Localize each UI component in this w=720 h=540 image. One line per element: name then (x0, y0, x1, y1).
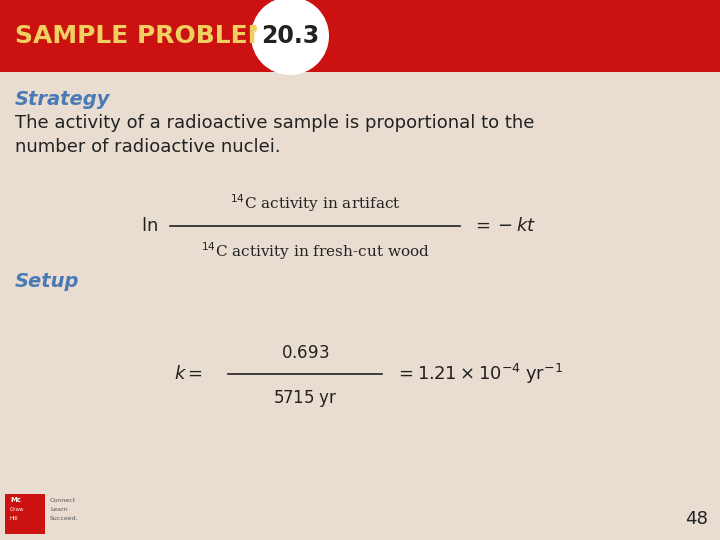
Text: $= 1.21 \times 10^{-4}\;\mathrm{yr}^{-1}$: $= 1.21 \times 10^{-4}\;\mathrm{yr}^{-1}… (395, 362, 563, 386)
Text: Learn: Learn (50, 507, 68, 512)
Text: The activity of a radioactive sample is proportional to the: The activity of a radioactive sample is … (15, 114, 534, 132)
Text: $k =$: $k =$ (174, 365, 203, 383)
Text: Connect: Connect (50, 498, 76, 503)
Text: $5715\;\mathrm{yr}$: $5715\;\mathrm{yr}$ (273, 388, 337, 409)
Circle shape (251, 0, 329, 75)
FancyBboxPatch shape (5, 494, 45, 534)
Text: 20.3: 20.3 (261, 24, 319, 48)
Text: $= -kt$: $= -kt$ (472, 217, 536, 235)
Text: 48: 48 (685, 510, 708, 528)
Text: Strategy: Strategy (15, 90, 110, 109)
Text: Succeed.: Succeed. (50, 516, 78, 521)
Text: Hill: Hill (10, 516, 19, 521)
Text: number of radioactive nuclei.: number of radioactive nuclei. (15, 138, 281, 156)
Text: ${}^{14}$C activity in fresh-cut wood: ${}^{14}$C activity in fresh-cut wood (201, 240, 429, 262)
Text: Setup: Setup (15, 272, 79, 291)
FancyBboxPatch shape (0, 0, 720, 72)
Text: $0.693$: $0.693$ (281, 345, 329, 362)
Text: Graw: Graw (10, 507, 24, 512)
Text: ${}^{14}$C activity in artifact: ${}^{14}$C activity in artifact (230, 192, 400, 214)
Text: Mc: Mc (10, 497, 21, 503)
Text: SAMPLE PROBLEM: SAMPLE PROBLEM (15, 24, 272, 48)
Circle shape (256, 2, 324, 70)
Text: $\mathrm{ln}$: $\mathrm{ln}$ (141, 217, 158, 235)
